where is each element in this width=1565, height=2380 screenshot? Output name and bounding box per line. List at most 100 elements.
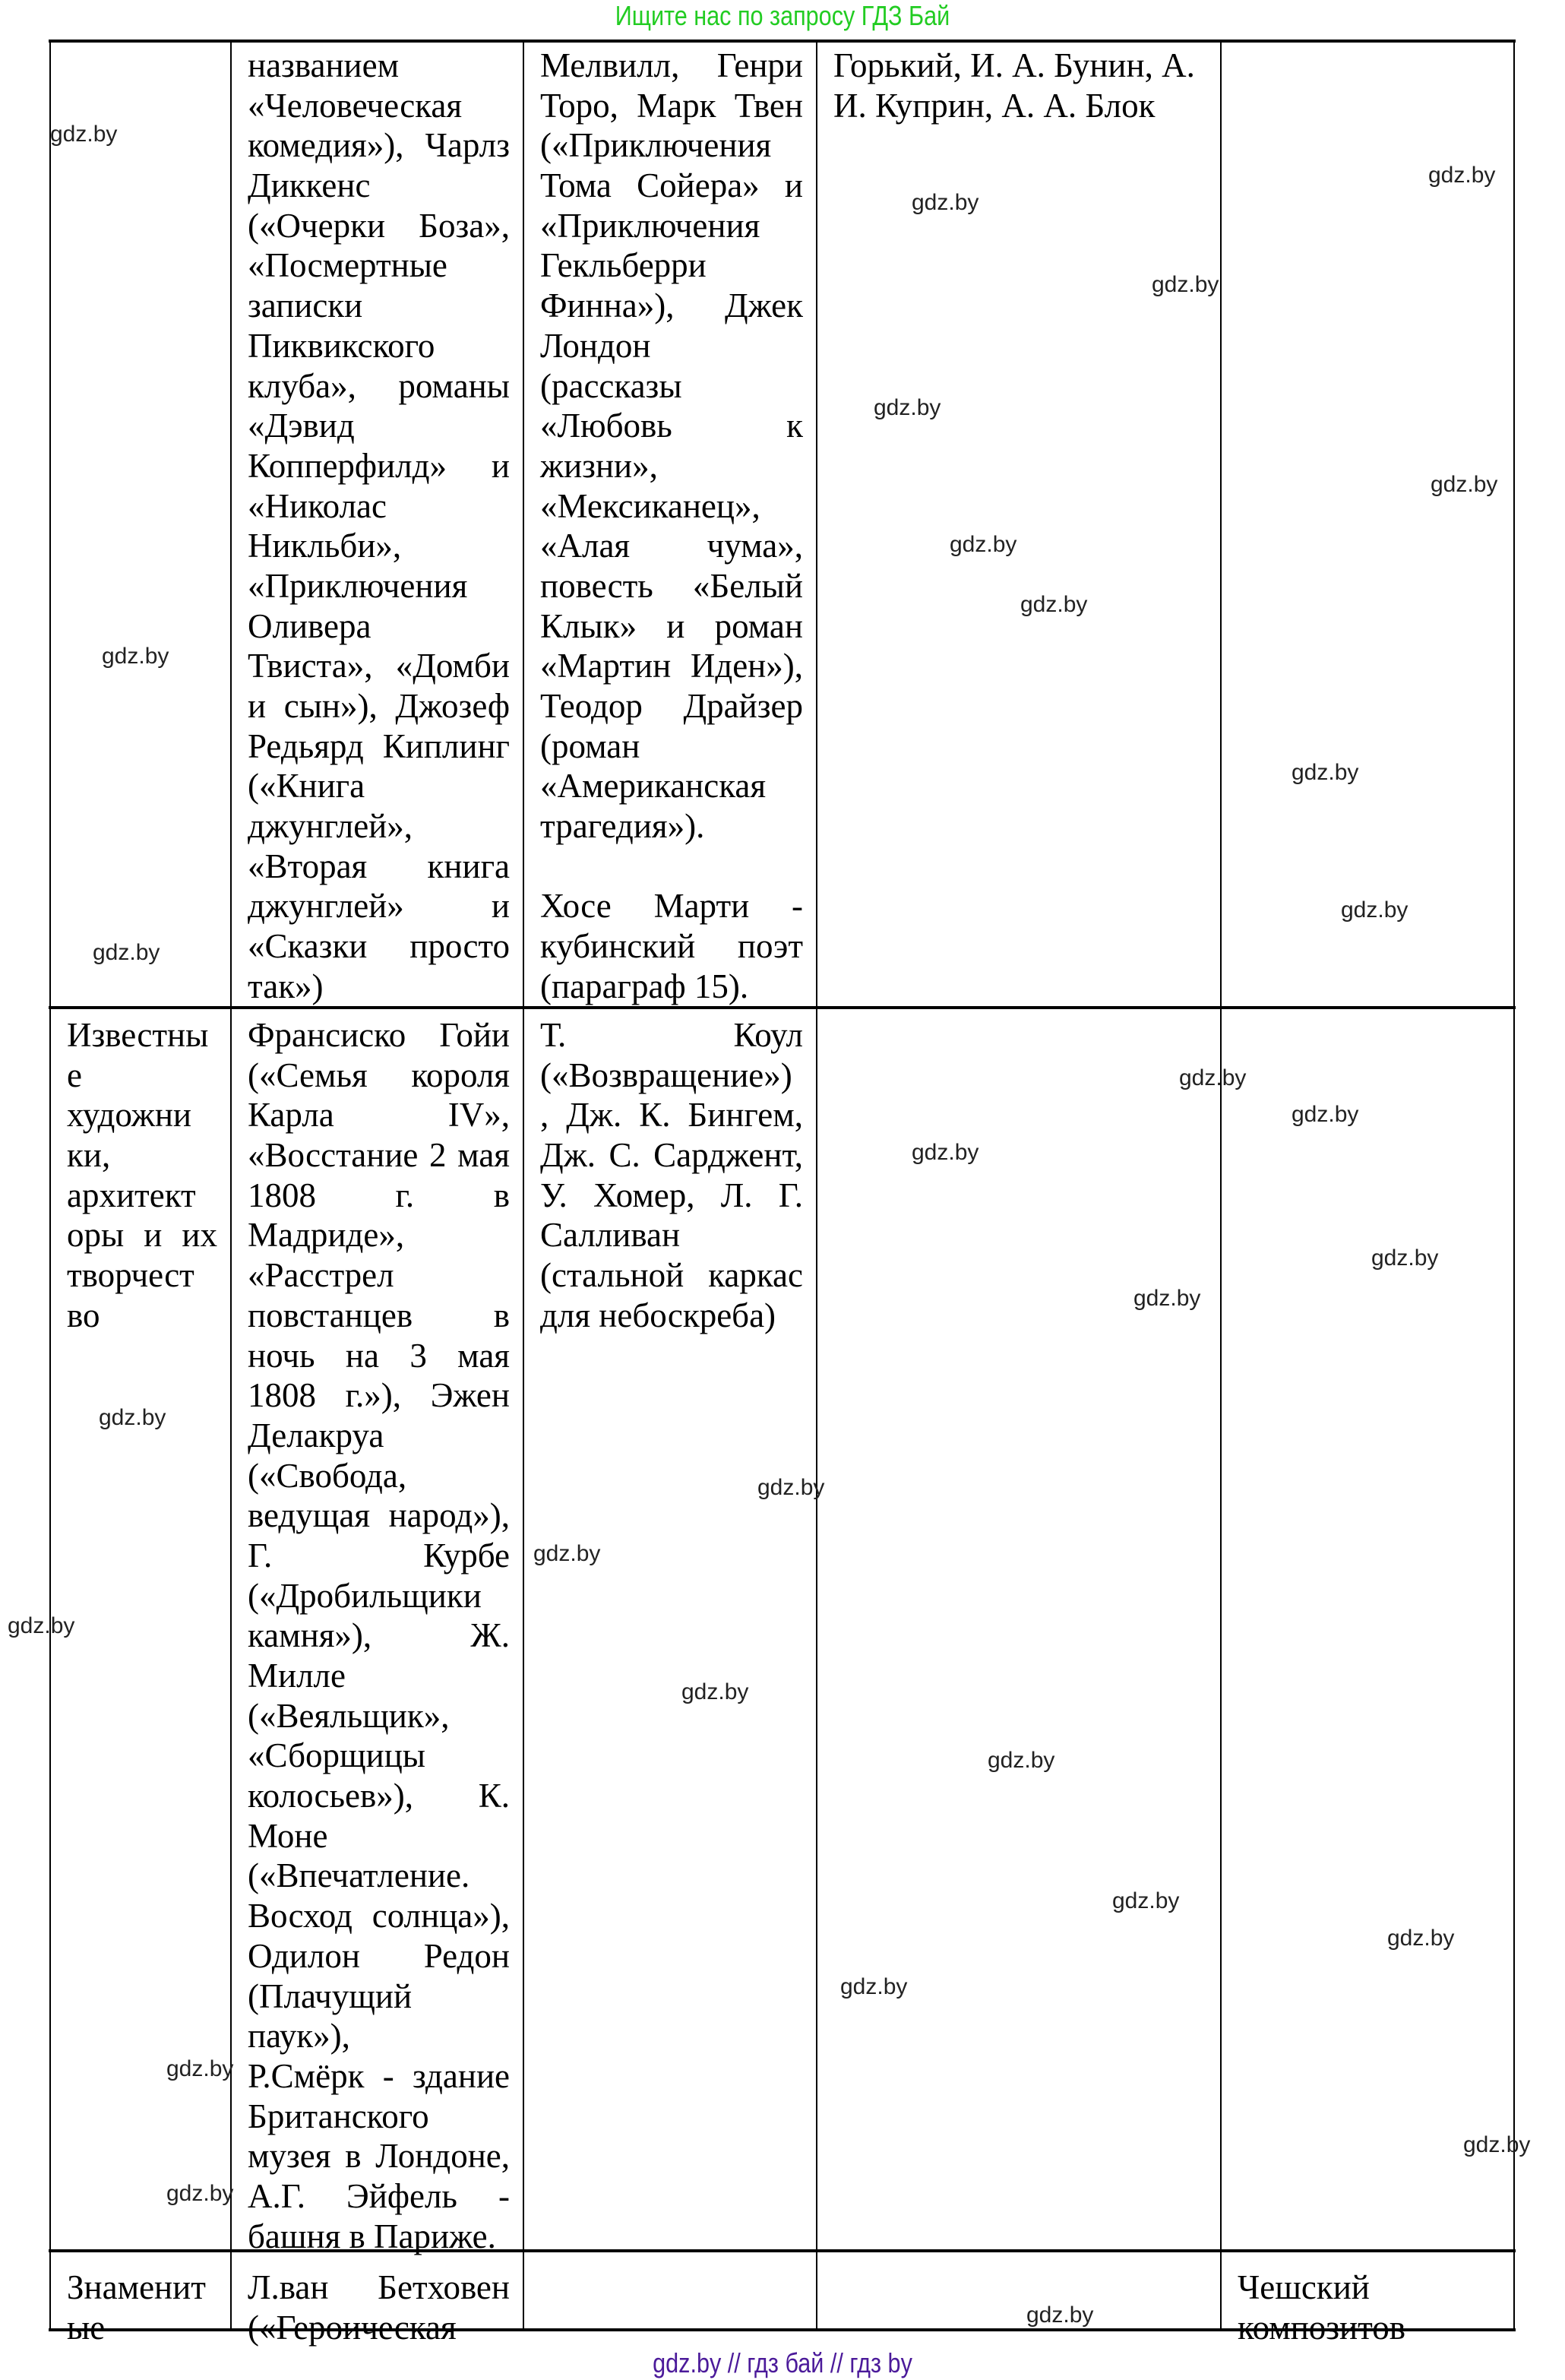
watermark: gdz.by: [1341, 897, 1408, 923]
watermark: gdz.by: [1133, 1286, 1201, 1311]
cell-text-line: Мадриде»,: [248, 1216, 405, 1255]
cell-text-line: клуба», романы: [248, 366, 510, 405]
watermark: gdz.by: [1431, 472, 1498, 497]
cell-text-line: художни: [67, 1096, 191, 1135]
cell-text-line: Оливера: [248, 606, 371, 645]
cell-text-line: (рассказы: [540, 366, 682, 405]
table-cell: Т. Коул («Возвращение»), Дж. К. Бингем, Дж…: [540, 1015, 803, 1336]
table-cell: Известны е художни ки, архитект оры и их творч…: [67, 1015, 217, 1336]
cell-text-line: джунглей»,: [248, 807, 413, 846]
watermark: gdz.by: [533, 1541, 601, 1566]
cell-text-line: повесть «Белый: [540, 566, 803, 605]
cell-text-line: ночь на 3 мая: [248, 1336, 510, 1375]
watermark: gdz.by: [93, 940, 160, 965]
cell-text-line: «Мексиканец»,: [540, 486, 760, 525]
cell-text-line: Одилон Редон: [248, 1936, 510, 1975]
watermark: gdz.by: [1152, 272, 1219, 297]
cell-text-line: Моне: [248, 1816, 328, 1855]
cell-text-line: «Расстрел: [248, 1256, 394, 1295]
cell-text-line: 1808 г. в: [248, 1176, 510, 1214]
cell-text-line: Дж. С. Сарджент,: [540, 1136, 803, 1175]
footer-links[interactable]: gdz.by // гдз бай // гдз by: [653, 2347, 912, 2378]
table-cell: Знаменит ые: [67, 2268, 217, 2347]
cell-text-line: («Свобода,: [248, 1456, 407, 1495]
cell-text-line: так»): [248, 967, 324, 1005]
table-row-border: [49, 40, 1516, 43]
cell-text-line: башня в Париже.: [248, 2217, 496, 2255]
cell-text-line: «Вторая книга: [248, 847, 510, 885]
search-hint-banner: Ищите нас по запросу ГДЗ Бай: [615, 0, 950, 31]
cell-text-line: камня»), Ж.: [248, 1616, 510, 1655]
cell-text-line: И. Куприн, А. А. Блок: [833, 86, 1156, 125]
cell-text-line: Милле: [248, 1657, 346, 1695]
cell-text-line: «Американская: [540, 767, 767, 805]
cell-text-line: (Плачущий: [248, 1976, 413, 2015]
cell-text-line: Знаменит: [67, 2268, 206, 2306]
cell-text-line: Мелвилл, Генри: [540, 46, 803, 84]
cell-text-line: повстанцев в: [248, 1296, 510, 1334]
cell-text-line: («Приключения: [540, 126, 772, 165]
cell-text-line: трагедия»).: [540, 807, 705, 846]
cell-text-line: Финна»), Джек: [540, 286, 803, 325]
table-cell: Чешский композитов: [1238, 2268, 1500, 2347]
watermark: gdz.by: [8, 1613, 75, 1638]
cell-text-line: Хосе Марти -: [540, 887, 803, 926]
cell-text-line: У. Хомер, Л. Г.: [540, 1176, 803, 1214]
watermark: gdz.by: [681, 1679, 749, 1704]
cell-text-line: (роман: [540, 726, 640, 765]
cell-text-line: «Приключения: [540, 206, 760, 245]
cell-text-line: ые: [67, 2308, 106, 2347]
cell-text-line: (параграф 15).: [540, 967, 749, 1005]
watermark: gdz.by: [1428, 163, 1496, 188]
table-cell: Франсиско Гойи («Семья короля Карла IV», «В…: [248, 1015, 510, 2256]
cell-text-line: паук»),: [248, 2017, 350, 2056]
cell-text-line: «Сборщицы: [248, 1736, 426, 1775]
cell-text-line: 1808 г.»), Эжен: [248, 1376, 510, 1415]
cell-text-line: жизни»,: [540, 446, 658, 485]
cell-text-line: Тома Сойера» и: [540, 166, 803, 205]
cell-text-line: А.Г. Эйфель -: [248, 2176, 510, 2215]
cell-text-line: Л.ван Бетховен: [248, 2268, 510, 2306]
cell-text-line: («Впечатление.: [248, 1856, 470, 1895]
cell-text-line: Гекльберри: [540, 246, 707, 285]
cell-text-line: Редьярд Киплинг: [248, 726, 510, 765]
table-row-border: [49, 1006, 1516, 1009]
cell-text-line: , Дж. К. Бингем,: [540, 1096, 803, 1135]
table-column-border: [1513, 41, 1515, 2331]
cell-text-line: музея в Лондоне,: [248, 2137, 510, 2176]
cell-text-line: Твиста», «Домби: [248, 647, 510, 685]
table-cell: Мелвилл, Генри Торо, Марк Твен («Приключен…: [540, 46, 803, 1007]
cell-text-line: названием: [248, 46, 400, 84]
watermark: gdz.by: [840, 1974, 908, 1999]
cell-text-line: («Возвращение»): [540, 1055, 792, 1094]
cell-text-line: «Посмертные: [248, 246, 447, 285]
cell-text-line: («Семья короля: [248, 1055, 510, 1094]
cell-text-line: Горький, И. А. Бунин, А.: [833, 46, 1195, 84]
cell-text-line: «Приключения: [248, 566, 468, 605]
cell-text-line: записки: [248, 286, 363, 325]
cell-text-line: «Сказки просто: [248, 927, 510, 966]
watermark: gdz.by: [757, 1475, 825, 1500]
cell-text-line: Копперфилд» и: [248, 446, 510, 485]
table-column-border: [1220, 41, 1222, 2331]
cell-text-line: комедия»), Чарлз: [248, 126, 510, 165]
watermark: gdz.by: [1371, 1245, 1439, 1271]
cell-text-line: Чешский: [1238, 2268, 1370, 2306]
cell-text-line: для небоскреба): [540, 1296, 776, 1334]
watermark: gdz.by: [1026, 2302, 1094, 2328]
watermark: gdz.by: [166, 2181, 234, 2206]
table-column-border: [816, 41, 817, 2331]
cell-text-line: е: [67, 1055, 82, 1094]
table-row-border: [49, 2249, 1516, 2252]
table-column-border: [230, 41, 232, 2331]
cell-text-line: Делакруа: [248, 1416, 384, 1454]
cell-text-line: (стальной каркас: [540, 1256, 803, 1295]
cell-text-line: «Алая чума»,: [540, 527, 803, 565]
cell-text-line: «Николас: [248, 486, 387, 525]
cell-text-line: и сын»), Джозеф: [248, 687, 510, 725]
cell-text-line: «Любовь к: [540, 407, 803, 445]
cell-text-line: Г. Курбе: [248, 1536, 510, 1575]
cell-text-line: («Дробильщики: [248, 1576, 482, 1615]
watermark: gdz.by: [166, 2056, 234, 2081]
cell-text-line: («Очерки Боза»,: [248, 206, 510, 245]
